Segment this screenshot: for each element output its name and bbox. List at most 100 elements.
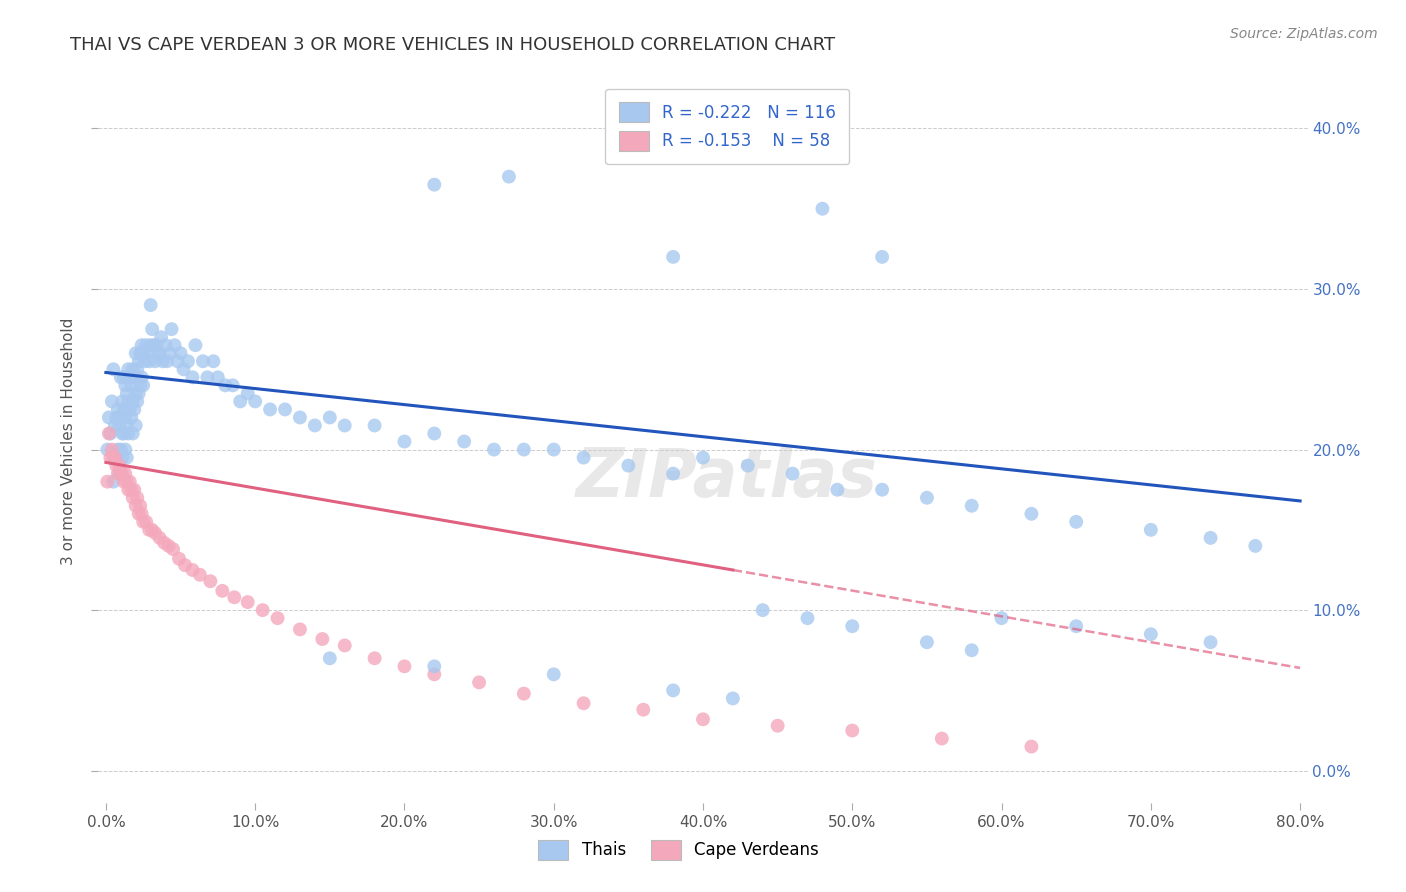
Point	[108, 467, 131, 481]
Point	[152, 354, 174, 368]
Point	[97, 426, 120, 441]
Point	[166, 354, 188, 368]
Point	[138, 354, 160, 368]
Point	[766, 719, 789, 733]
Point	[105, 450, 128, 465]
Point	[211, 583, 233, 598]
Point	[156, 354, 179, 368]
Point	[184, 338, 207, 352]
Point	[129, 346, 152, 360]
Point	[127, 394, 149, 409]
Point	[114, 378, 136, 392]
Point	[990, 611, 1012, 625]
Point	[145, 338, 167, 352]
Point	[139, 298, 162, 312]
Point	[222, 378, 245, 392]
Point	[132, 515, 155, 529]
Point	[1064, 515, 1087, 529]
Point	[101, 394, 124, 409]
Point	[229, 394, 252, 409]
Point	[96, 442, 118, 457]
Point	[125, 346, 148, 360]
Point	[468, 675, 491, 690]
Point	[1064, 619, 1087, 633]
Point	[104, 418, 127, 433]
Point	[117, 483, 139, 497]
Point	[135, 515, 157, 529]
Point	[136, 346, 159, 360]
Point	[173, 362, 195, 376]
Point	[112, 475, 135, 489]
Point	[111, 426, 134, 441]
Point	[97, 410, 120, 425]
Point	[107, 402, 129, 417]
Point	[120, 410, 142, 425]
Point	[149, 346, 172, 360]
Point	[142, 338, 165, 352]
Point	[633, 703, 655, 717]
Point	[111, 394, 134, 409]
Point	[288, 410, 311, 425]
Point	[662, 250, 685, 264]
Point	[224, 591, 246, 605]
Point	[107, 467, 129, 481]
Point	[112, 426, 135, 441]
Point	[915, 635, 938, 649]
Point	[110, 370, 132, 384]
Point	[188, 567, 211, 582]
Point	[138, 523, 160, 537]
Point	[121, 491, 143, 505]
Point	[103, 362, 125, 376]
Point	[149, 531, 172, 545]
Point	[266, 611, 288, 625]
Point	[110, 410, 132, 425]
Point	[782, 467, 804, 481]
Point	[121, 426, 143, 441]
Point	[121, 394, 143, 409]
Point	[319, 651, 342, 665]
Point	[141, 523, 163, 537]
Point	[108, 418, 131, 433]
Point	[129, 378, 152, 392]
Point	[98, 450, 121, 465]
Point	[572, 696, 595, 710]
Point	[122, 370, 145, 384]
Point	[141, 322, 163, 336]
Point	[177, 354, 200, 368]
Point	[692, 712, 714, 726]
Point	[143, 526, 166, 541]
Point	[363, 418, 385, 433]
Point	[394, 434, 416, 449]
Point	[751, 603, 773, 617]
Point	[181, 370, 204, 384]
Point	[114, 442, 136, 457]
Point	[191, 354, 214, 368]
Point	[513, 687, 536, 701]
Point	[1199, 635, 1222, 649]
Point	[841, 723, 863, 738]
Point	[1244, 539, 1267, 553]
Point	[115, 450, 138, 465]
Point	[111, 467, 134, 481]
Point	[122, 402, 145, 417]
Point	[118, 475, 141, 489]
Point	[252, 603, 274, 617]
Point	[125, 418, 148, 433]
Point	[870, 250, 893, 264]
Point	[319, 410, 342, 425]
Point	[115, 386, 138, 401]
Point	[394, 659, 416, 673]
Point	[131, 370, 153, 384]
Point	[143, 354, 166, 368]
Point	[214, 378, 236, 392]
Point	[103, 450, 125, 465]
Point	[915, 491, 938, 505]
Point	[288, 623, 311, 637]
Point	[128, 507, 150, 521]
Point	[105, 410, 128, 425]
Point	[482, 442, 505, 457]
Point	[1021, 739, 1043, 754]
Point	[423, 178, 446, 192]
Point	[157, 539, 180, 553]
Point	[122, 483, 145, 497]
